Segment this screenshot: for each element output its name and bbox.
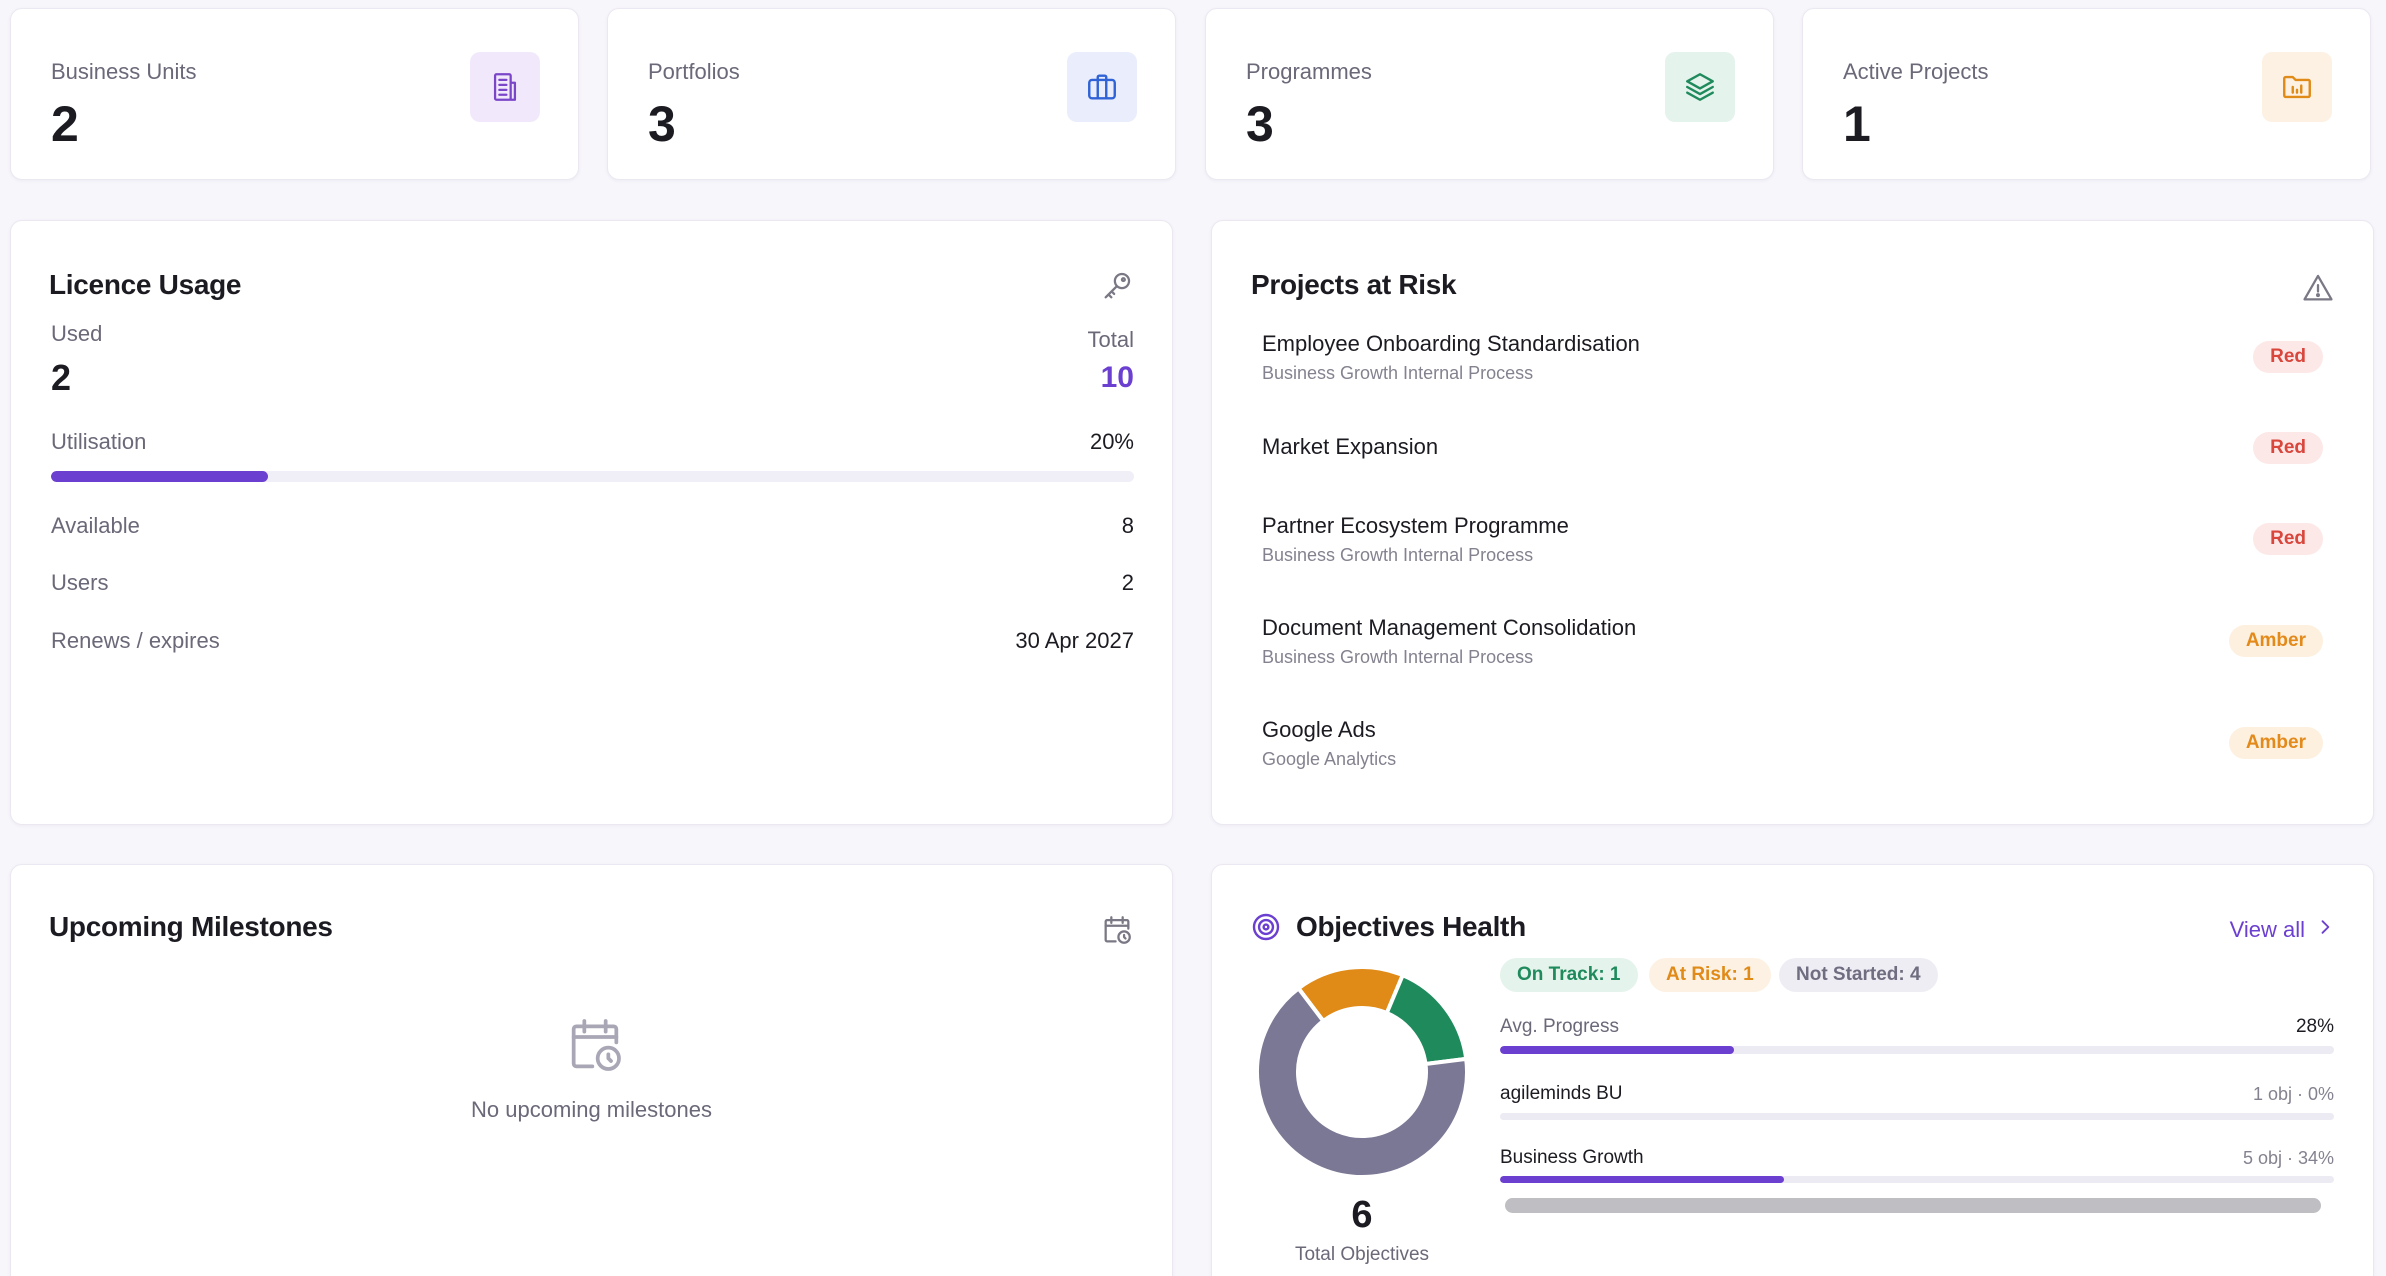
- status-badge: Red: [2253, 432, 2323, 464]
- unit-progress-bar: [1500, 1113, 2334, 1120]
- view-all-link[interactable]: View all: [2230, 917, 2335, 943]
- risk-item-subtitle: Google Analytics: [1262, 749, 1397, 769]
- utilisation-progress-fill: [51, 471, 268, 482]
- utilisation-progress-bar: [51, 471, 1134, 482]
- objectives-donut-chart: [1255, 965, 1469, 1179]
- renews-label: Renews / expires: [51, 628, 220, 653]
- total-label: Total: [1087, 327, 1134, 352]
- risk-item-subtitle: Business Growth Internal Process: [1262, 647, 1534, 667]
- empty-state-text: No upcoming milestones: [471, 1097, 712, 1122]
- card-title: Objectives Health: [1296, 911, 1526, 942]
- upcoming-milestones-card: Upcoming Milestones No upcoming mileston…: [10, 864, 1173, 1276]
- total-objectives-label: Total Objectives: [1294, 1244, 1430, 1265]
- chevron-right-icon: [2315, 917, 2335, 943]
- risk-item-subtitle: Business Growth Internal Process: [1262, 545, 1534, 565]
- projects-at-risk-card: Projects at Risk Employee Onboarding Sta…: [1211, 220, 2374, 825]
- stat-value: 1: [1843, 96, 1871, 152]
- unit-name: agileminds BU: [1500, 1083, 1623, 1104]
- users-label: Users: [51, 570, 109, 595]
- unit-progress-fill: [1500, 1176, 1784, 1183]
- stat-label: Programmes: [1246, 59, 1372, 84]
- unit-meta: 5 obj · 34%: [2242, 1148, 2334, 1168]
- risk-item-title: Employee Onboarding Standardisation: [1262, 331, 1640, 356]
- utilisation-label: Utilisation: [51, 429, 147, 454]
- card-title: Projects at Risk: [1251, 269, 1457, 300]
- licence-usage-card: Licence Usage Used 2 Total 10 Utilisatio…: [10, 220, 1173, 825]
- risk-item-title: Partner Ecosystem Programme: [1262, 513, 1569, 538]
- risk-item[interactable]: Partner Ecosystem Programme Business Gro…: [1262, 513, 2323, 593]
- stat-card-business-units[interactable]: Business Units 2: [10, 8, 579, 180]
- risk-item-title: Market Expansion: [1262, 434, 1439, 459]
- calendar-clock-icon: [563, 1013, 627, 1077]
- briefcase-icon: [1067, 52, 1137, 122]
- avg-progress-fill: [1500, 1046, 1734, 1054]
- card-title: Licence Usage: [49, 269, 242, 300]
- card-title: Upcoming Milestones: [49, 911, 333, 942]
- total-value: 10: [1100, 361, 1134, 394]
- stat-card-portfolios[interactable]: Portfolios 3: [607, 8, 1176, 180]
- stat-value: 3: [648, 96, 676, 152]
- stat-value: 3: [1246, 96, 1274, 152]
- key-icon: [1100, 269, 1134, 303]
- stat-label: Business Units: [51, 59, 197, 84]
- used-value: 2: [51, 357, 72, 398]
- avg-progress-bar: [1500, 1046, 2334, 1054]
- risk-item-title: Google Ads: [1262, 717, 1376, 742]
- status-badge: Red: [2253, 523, 2323, 555]
- available-label: Available: [51, 513, 140, 538]
- stat-card-programmes[interactable]: Programmes 3: [1205, 8, 1774, 180]
- avg-progress-label: Avg. Progress: [1500, 1016, 1619, 1037]
- at-risk-pill: At Risk: 1: [1649, 958, 1771, 992]
- donut-slice-on-track: [1384, 972, 1469, 1067]
- users-value: 2: [1121, 570, 1134, 595]
- status-badge: Amber: [2228, 625, 2323, 657]
- view-all-label: View all: [2229, 917, 2305, 942]
- warning-triangle-icon: [2301, 271, 2335, 305]
- available-value: 8: [1121, 513, 1134, 538]
- layers-icon: [1665, 52, 1735, 122]
- renews-value: 30 Apr 2027: [1015, 628, 1134, 653]
- total-objectives-value: 6: [1351, 1194, 1373, 1236]
- risk-item-title: Document Management Consolidation: [1262, 615, 1637, 640]
- risk-item[interactable]: Document Management Consolidation Busine…: [1262, 615, 2323, 695]
- used-label: Used: [51, 321, 103, 346]
- folder-chart-icon: [2262, 52, 2332, 122]
- status-badge: Red: [2253, 341, 2323, 373]
- horizontal-scrollbar[interactable]: [1505, 1198, 2321, 1213]
- stat-label: Active Projects: [1843, 59, 1989, 84]
- avg-progress-value: 28%: [2295, 1016, 2334, 1037]
- stat-card-active-projects[interactable]: Active Projects 1: [1802, 8, 2371, 180]
- donut-slice-not-started: [1255, 985, 1469, 1179]
- building-icon: [470, 52, 540, 122]
- not-started-pill: Not Started: 4: [1779, 958, 1938, 992]
- stat-value: 2: [51, 96, 79, 152]
- unit-meta: 1 obj · 0%: [2252, 1084, 2334, 1104]
- stat-label: Portfolios: [648, 59, 740, 84]
- utilisation-value: 20%: [1089, 429, 1134, 454]
- calendar-clock-icon: [1100, 913, 1134, 947]
- risk-item[interactable]: Google Ads Google Analytics Amber: [1262, 717, 2323, 797]
- unit-name: Business Growth: [1500, 1147, 1644, 1168]
- risk-item-subtitle: Business Growth Internal Process: [1262, 363, 1534, 383]
- risk-item[interactable]: Market Expansion Red: [1262, 432, 2323, 514]
- unit-progress-bar: [1500, 1176, 2334, 1183]
- status-badge: Amber: [2228, 727, 2323, 759]
- risk-item[interactable]: Employee Onboarding Standardisation Busi…: [1262, 331, 2323, 411]
- target-icon: [1250, 911, 1282, 943]
- on-track-pill: On Track: 1: [1500, 958, 1638, 992]
